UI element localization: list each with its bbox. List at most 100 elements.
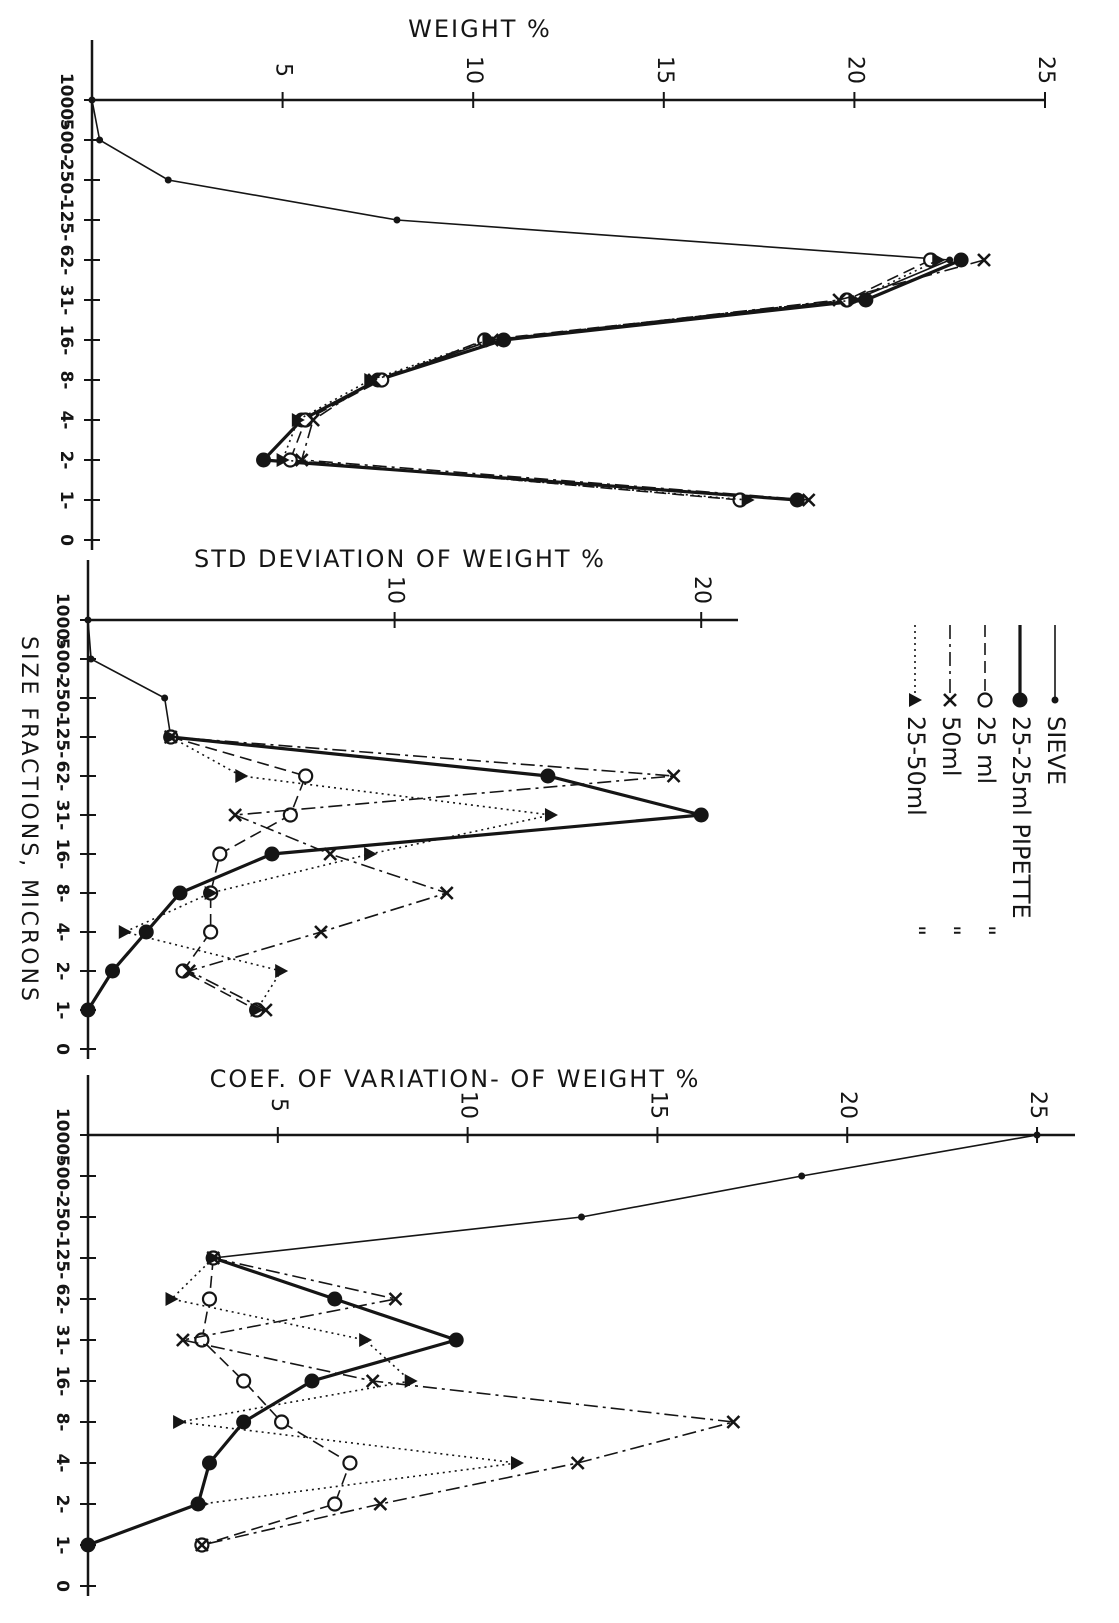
marker (848, 293, 862, 307)
series-line (300, 259, 985, 501)
marker (161, 694, 169, 702)
marker (404, 1374, 418, 1388)
x-tick-label: 500- (52, 638, 72, 681)
marker (943, 693, 957, 707)
marker (204, 886, 218, 900)
x-tick-label: 8- (52, 1413, 72, 1432)
marker (666, 769, 681, 783)
x-tick-label: 250- (52, 677, 72, 720)
x-tick-label: 31- (52, 800, 72, 831)
x-tick-label: 16- (52, 839, 72, 870)
marker (314, 925, 328, 939)
marker (236, 1414, 252, 1430)
series-line (122, 736, 552, 1011)
y-tick-label: 15 (652, 56, 677, 84)
marker (165, 1292, 179, 1306)
series-line (213, 1134, 1038, 1259)
marker (118, 925, 132, 939)
marker (946, 256, 954, 264)
marker (789, 492, 805, 508)
marker (235, 769, 249, 783)
marker (138, 924, 154, 940)
x-tick-label: 0 (52, 1580, 72, 1592)
marker (393, 216, 401, 224)
marker (276, 453, 290, 467)
legend-label: 25-50ml (902, 716, 930, 816)
x-tick-label: 31- (56, 285, 76, 316)
marker (798, 1172, 806, 1180)
legend-label: 25 ml (972, 716, 1000, 784)
x-tick-label: 0 (52, 1043, 72, 1055)
marker (175, 1333, 190, 1347)
marker (274, 1414, 290, 1430)
x-tick-label: 4- (52, 1454, 72, 1473)
marker (201, 1291, 218, 1307)
marker (540, 768, 556, 784)
y-tick-label: 5 (271, 63, 296, 77)
x-tick-label: 250- (56, 159, 76, 202)
y-tick-label: 15 (645, 1091, 670, 1119)
x-tick-label: 125- (56, 199, 76, 242)
legend-label: 50ml (937, 716, 965, 777)
y-tick-label: 10 (383, 576, 408, 604)
marker (726, 1415, 741, 1429)
marker (172, 885, 188, 901)
marker (258, 1003, 273, 1017)
marker (80, 1002, 96, 1018)
marker (306, 413, 321, 427)
marker (364, 373, 378, 387)
x-tick-label: 0 (56, 534, 76, 546)
marker (448, 1332, 464, 1348)
series-line (86, 735, 702, 1011)
marker (264, 846, 280, 862)
x-tick-label: 62- (52, 1284, 72, 1315)
x-tick-label: 1000- (52, 593, 72, 647)
series-line (182, 1257, 734, 1546)
x-tick-label: 250- (52, 1196, 72, 1239)
x-tick-label: 1000- (56, 73, 76, 127)
marker (365, 1374, 380, 1388)
marker (87, 655, 95, 663)
marker (164, 730, 178, 744)
marker (801, 493, 816, 507)
marker (1051, 696, 1059, 704)
marker (693, 807, 709, 823)
marker (294, 453, 309, 467)
marker (298, 768, 314, 784)
marker (364, 847, 378, 861)
marker (327, 1291, 343, 1307)
marker (1033, 1131, 1041, 1139)
y-tick-label: 20 (835, 1091, 860, 1119)
marker (207, 1251, 221, 1265)
chart-title: STD DEVIATION OF WEIGHT % (194, 545, 606, 573)
x-tick-label: 2- (52, 1495, 72, 1514)
x-tick-label: 62- (56, 245, 76, 276)
marker (304, 1373, 320, 1389)
marker (164, 176, 172, 184)
legend-label: SIEVE (1042, 716, 1070, 785)
marker (510, 1456, 524, 1470)
legend-ditto: " (972, 925, 1000, 936)
marker (194, 1538, 209, 1552)
marker (105, 963, 121, 979)
marker (212, 846, 228, 862)
marker (201, 1455, 217, 1471)
y-tick-label: 20 (689, 576, 714, 604)
legend-ditto: " (937, 925, 965, 936)
x-tick-label: 31- (52, 1325, 72, 1356)
marker (203, 924, 219, 940)
marker (439, 886, 454, 900)
marker (496, 332, 512, 348)
x-tick-label: 1- (52, 1001, 72, 1020)
x-tick-label: 16- (56, 325, 76, 356)
marker (388, 1292, 403, 1306)
marker (578, 1213, 585, 1221)
marker (544, 808, 558, 822)
marker (236, 1373, 252, 1389)
chart-title: COEF. OF VARIATION- OF WEIGHT % (210, 1065, 701, 1093)
marker (291, 413, 305, 427)
marker (173, 1415, 187, 1429)
marker (96, 136, 104, 144)
x-tick-label: 4- (56, 411, 76, 430)
